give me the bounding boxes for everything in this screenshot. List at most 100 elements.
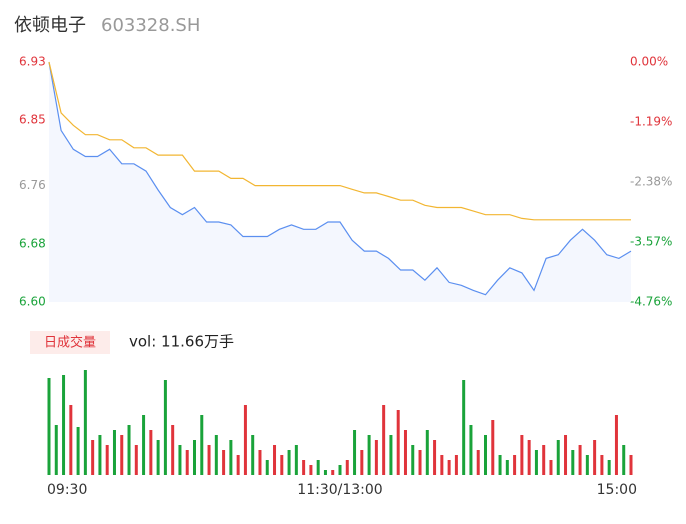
y-tick-label: 6.85 — [19, 113, 46, 127]
volume-bar — [222, 450, 226, 475]
volume-bar — [309, 465, 313, 475]
stock-name: 依顿电子 — [14, 15, 86, 36]
volume-label-box — [30, 331, 110, 354]
volume-bar — [134, 445, 138, 475]
volume-bar — [556, 440, 560, 475]
volume-bar — [345, 460, 349, 475]
volume-bar — [549, 460, 553, 475]
volume-bar — [425, 430, 429, 475]
average-line — [48, 61, 631, 221]
volume-bar — [629, 455, 633, 475]
volume-bar — [564, 435, 568, 475]
volume-bar — [614, 415, 618, 475]
x-tick-label: 15:00 — [597, 482, 637, 498]
volume-bar — [491, 420, 495, 475]
volume-bar — [120, 435, 124, 475]
volume-bar — [353, 430, 357, 475]
volume-bar — [185, 450, 189, 475]
price-area — [49, 62, 631, 302]
volume-bar — [418, 450, 422, 475]
volume-bar — [302, 460, 306, 475]
volume-bar — [527, 440, 531, 475]
volume-bar — [273, 445, 277, 475]
volume-bar — [585, 455, 589, 475]
volume-bar — [462, 380, 466, 475]
volume-bar — [280, 455, 284, 475]
y-tick-label: 6.76 — [19, 178, 46, 192]
volume-bar — [316, 460, 320, 475]
y2-tick-label: -4.76% — [630, 295, 672, 309]
volume-bar — [389, 435, 393, 475]
volume-bar — [200, 415, 204, 475]
volume-bar — [207, 445, 211, 475]
volume-bar — [163, 380, 167, 475]
volume-bar — [578, 445, 582, 475]
volume-bar — [251, 435, 255, 475]
volume-bar — [484, 435, 487, 475]
volume-bar — [622, 445, 626, 475]
volume-bar — [331, 470, 335, 475]
volume-bar — [396, 410, 400, 475]
y2-tick-label: -3.57% — [630, 235, 672, 249]
volume-bar — [69, 405, 73, 475]
volume-bar — [171, 425, 175, 475]
volume-bar — [607, 460, 611, 475]
volume-bar — [243, 405, 247, 475]
volume-bar — [505, 460, 509, 475]
volume-bar — [83, 370, 87, 475]
volume-bar — [476, 450, 480, 475]
volume-bar — [149, 430, 153, 475]
y2-tick-label: -2.38% — [630, 175, 672, 189]
y-tick-label: 6.60 — [19, 295, 46, 309]
volume-bar — [440, 455, 444, 475]
volume-bar — [156, 440, 160, 475]
volume-label: 日成交量 — [44, 335, 96, 351]
x-tick-label: 11:30/13:00 — [297, 482, 382, 498]
volume-bar — [214, 435, 218, 475]
volume-bar — [338, 465, 342, 475]
volume-bar — [47, 378, 51, 475]
volume-bar — [178, 445, 182, 475]
volume-bar — [433, 440, 437, 475]
volume-bar — [229, 440, 233, 475]
volume-bar — [403, 430, 407, 475]
y2-tick-label: -1.19% — [630, 115, 672, 129]
volume-bar — [374, 440, 378, 475]
volume-bar — [236, 455, 240, 475]
volume-bar — [600, 455, 604, 475]
volume-bar — [360, 450, 364, 475]
volume-bar — [287, 450, 291, 475]
volume-bar — [520, 435, 524, 475]
volume-bar — [98, 435, 102, 475]
volume-bar — [367, 435, 371, 475]
y2-tick-label: 0.00% — [630, 55, 668, 69]
volume-bar — [91, 440, 95, 475]
volume-bar — [382, 405, 386, 475]
volume-bar — [258, 450, 262, 475]
volume-bar — [571, 450, 575, 475]
volume-bar — [112, 430, 116, 475]
volume-bar — [513, 455, 517, 475]
volume-bar — [411, 445, 415, 475]
price-line — [48, 61, 632, 296]
volume-bar — [62, 375, 66, 475]
stock-code: 603328.SH — [101, 15, 200, 36]
volume-bar — [454, 455, 458, 475]
volume-bar — [193, 440, 196, 475]
volume-bar — [54, 425, 58, 475]
volume-bar — [542, 445, 546, 475]
y-tick-label: 6.68 — [19, 236, 46, 250]
volume-total: vol: 11.66万手 — [129, 333, 234, 351]
y-tick-label: 6.93 — [19, 55, 46, 69]
volume-bar — [294, 445, 298, 475]
volume-bar — [142, 415, 146, 475]
volume-bar — [127, 425, 131, 475]
volume-bar — [265, 460, 269, 475]
volume-bar — [76, 427, 80, 475]
volume-bar — [534, 450, 538, 475]
volume-bar — [105, 445, 109, 475]
volume-bar — [593, 440, 597, 475]
volume-bar — [469, 425, 473, 475]
volume-bar — [498, 455, 502, 475]
